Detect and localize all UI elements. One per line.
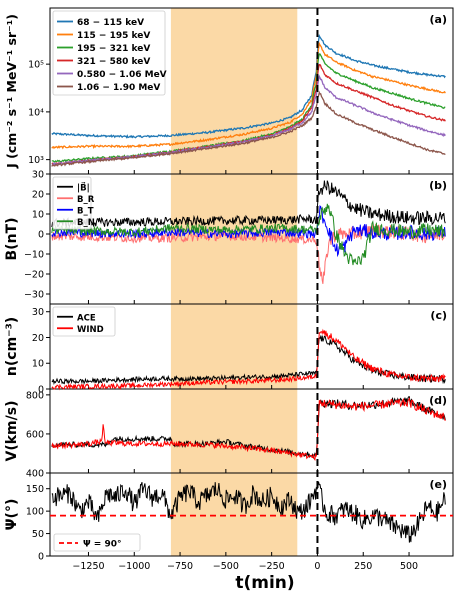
- panel-d-y-tick-label: 400: [26, 469, 44, 480]
- data-series-layer: [51, 33, 446, 543]
- shaded-interval-layer: [170, 8, 298, 556]
- panel-e-y-tick-label: 100: [26, 507, 44, 518]
- panel-a-label: (a): [430, 13, 447, 26]
- panel-b-y-tick-label: −20: [24, 270, 44, 281]
- panel-b-y-tick-label: −30: [24, 290, 44, 301]
- panel-a-y-tick-label: 10⁵: [28, 60, 44, 71]
- panel-e-y-tick-label: 50: [32, 529, 44, 540]
- panel-b-label: (b): [429, 179, 447, 192]
- panel-e-frame: [49, 472, 454, 557]
- x-tick-label: −1000: [118, 561, 150, 572]
- panel-a-y-tick-label: 10³: [28, 155, 44, 166]
- panel-b-series-b: [51, 180, 446, 229]
- legends-layer: 68 − 115 keV 115 − 195 keV 195 − 321 keV 32…: [52, 10, 167, 552]
- panel-b-y-tick-label: 20: [32, 190, 44, 201]
- x-tick-label: −1250: [72, 561, 104, 572]
- panel-a-series-1-06-1-90-mev: [51, 90, 446, 167]
- panel-a-legend-text-0-580-1-06-mev: 0.580 − 1.06 MeV: [77, 70, 167, 80]
- panel-d-shaded-interval: [170, 389, 298, 473]
- panel-b-legend-text-b-n: B_N: [77, 218, 95, 228]
- panel-a-legend-text-195-321-kev: 195 − 321 keV: [77, 44, 150, 54]
- panel-b-y-tick-label: 30: [32, 170, 44, 181]
- panel-b-y-tick-label: 0: [38, 230, 44, 241]
- panel-d-series-v-ace: [51, 396, 446, 459]
- panel-d-series-v-wind: [51, 397, 446, 461]
- panel-e-y-axis-label: Ψ(°): [4, 499, 20, 531]
- event-line-layer: [50, 8, 453, 556]
- x-tick-label: −250: [259, 561, 285, 572]
- panel-b-legend-text-b-r: B_R: [77, 195, 95, 205]
- labels-layer: 10³ 10⁴ 10⁵ (a) J (cm⁻² s⁻¹ MeV⁻¹ sr⁻¹) −30 −2…: [4, 13, 447, 572]
- panel-e-shaded-interval: [170, 473, 298, 556]
- panel-e-legend-text-reference: Ψ = 90°: [83, 540, 121, 550]
- panel-b-legend-text-b: |B⃗|: [77, 182, 90, 194]
- panel-a-series-195-321-kev: [51, 53, 446, 163]
- panel-a-legend-text-321-580-kev: 321 − 580 keV: [77, 57, 150, 67]
- panel-d-label: (d): [429, 394, 447, 407]
- panel-c-y-tick-label: 10: [32, 359, 44, 370]
- panel-c-y-tick-label: 30: [32, 307, 44, 318]
- panel-b-y-tick-label: 10: [32, 210, 44, 221]
- panel-c-series-wind: [51, 328, 446, 391]
- panel-b-legend-text-b-t: B_T: [77, 206, 94, 216]
- x-tick-label: −750: [167, 561, 193, 572]
- panel-a-shaded-interval: [170, 8, 298, 174]
- panel-a-legend-box: [52, 10, 166, 96]
- panel-b-legend-box: [52, 176, 92, 230]
- panel-e-legend-box: [53, 533, 141, 552]
- panel-b-shaded-interval: [170, 174, 298, 304]
- panel-b-series-b-n: [51, 203, 446, 266]
- x-tick-label: 250: [354, 561, 372, 572]
- panel-d-y-tick-label: 800: [26, 390, 44, 401]
- panel-a-series-115-195-kev: [51, 41, 446, 150]
- panel-a-y-tick-label: 10⁴: [28, 107, 44, 118]
- x-tick-label: 0: [314, 561, 320, 572]
- panel-d-y-axis-label: V(km/s): [4, 401, 20, 462]
- panel-a-legend-text-115-195-kev: 115 − 195 keV: [77, 31, 150, 41]
- panel-c-y-tick-label: 0: [38, 385, 44, 396]
- panel-a-legend-text-1-06-1-90-mev: 1.06 − 1.90 MeV: [77, 83, 160, 93]
- panel-d-y-tick-label: 600: [26, 429, 44, 440]
- panel-e-y-tick-label: 150: [26, 484, 44, 495]
- panel-c-legend-text-ace: ACE: [77, 313, 96, 323]
- panel-c-series-ace: [51, 334, 446, 386]
- panel-a-series-68-115-kev: [51, 33, 446, 139]
- panel-c-y-axis-label: n(cm⁻³): [4, 317, 20, 376]
- panel-c-y-tick-label: 20: [32, 333, 44, 344]
- panel-b-y-axis-label: B(nT): [4, 218, 20, 261]
- panel-c-label: (c): [430, 309, 447, 322]
- x-axis-label: t(min): [235, 573, 294, 593]
- panel-b-y-tick-label: −10: [24, 250, 44, 261]
- panel-e-label: (e): [429, 478, 447, 491]
- panel-c-shaded-interval: [170, 304, 298, 389]
- panel-e-series-: [51, 481, 446, 543]
- panel-c-legend-text-wind: WIND: [77, 325, 104, 335]
- panel-a-legend-text-68-115-kev: 68 − 115 keV: [77, 18, 144, 28]
- x-tick-label: −500: [213, 561, 239, 572]
- panel-e-y-tick-label: 0: [38, 552, 44, 563]
- x-tick-label: 500: [400, 561, 418, 572]
- panel-a-y-axis-label: J (cm⁻² s⁻¹ MeV⁻¹ sr⁻¹): [4, 14, 19, 169]
